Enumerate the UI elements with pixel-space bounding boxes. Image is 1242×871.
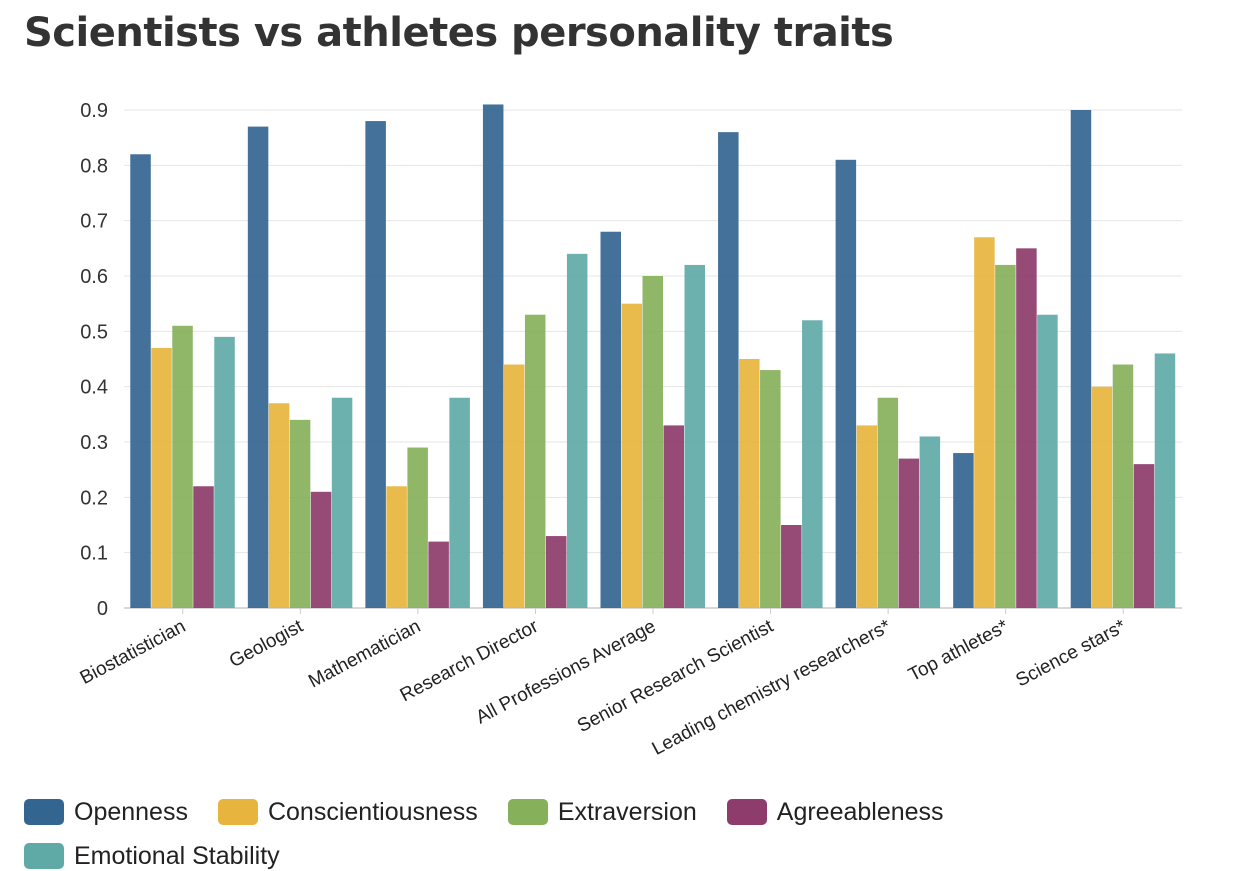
bar-agreeableness: [193, 486, 214, 608]
bar-agreeableness: [898, 458, 920, 608]
bar-agreeableness: [428, 541, 449, 608]
x-tick-label: Leading chemistry researchers*: [649, 616, 895, 760]
y-tick-label: 0.9: [80, 100, 108, 122]
bar-emotional-stability: [214, 336, 235, 608]
bar-openness: [718, 132, 739, 608]
y-tick-label: 0: [97, 598, 108, 620]
x-axis: Biostatistician GeologistMathematicianRes…: [77, 608, 1130, 760]
bar-extraversion: [760, 370, 781, 608]
y-tick-label: 0.3: [80, 432, 108, 454]
legend-label: Agreeableness: [776, 797, 944, 826]
legend-swatch: [24, 799, 64, 825]
legend-swatch: [217, 799, 258, 825]
bar-extraversion: [1112, 364, 1134, 608]
y-tick-label: 0.2: [80, 487, 108, 509]
legend-item[interactable]: Emotional Stability: [24, 842, 280, 870]
bar-emotional-stability: [919, 436, 941, 608]
bar-agreeableness: [781, 525, 802, 608]
y-axis: 0 0.1 0.2 0.3 0.4 0.5 0.6 0.7 0.8 0.9: [80, 100, 108, 620]
bar-emotional-stability: [1037, 314, 1058, 608]
bar-agreeableness: [1133, 464, 1155, 608]
bar-openness: [1070, 110, 1092, 608]
bar-extraversion: [524, 314, 546, 608]
bar-conscientiousness: [151, 347, 172, 608]
bar-emotional-stability: [802, 320, 823, 608]
x-tick-label: Geologist: [226, 616, 307, 673]
bar-conscientiousness: [739, 359, 760, 608]
x-tick-label: Science stars*: [1012, 616, 1130, 692]
legend-item[interactable]: Conscientiousness: [217, 797, 478, 826]
bar-conscientiousness: [1091, 386, 1113, 608]
bar-extraversion: [642, 276, 663, 608]
bar-emotional-stability: [684, 264, 705, 608]
bar-extraversion: [289, 419, 311, 608]
legend-swatch: [24, 843, 64, 869]
bar-conscientiousness: [503, 364, 525, 608]
bar-openness: [247, 126, 269, 608]
bar-emotional-stability: [566, 253, 588, 608]
legend-label: Extraversion: [557, 797, 697, 826]
bar-emotional-stability: [449, 397, 470, 608]
x-tick-label: Mathematician: [305, 616, 424, 693]
bar-extraversion: [172, 325, 193, 608]
bar-openness: [835, 159, 857, 609]
bar-conscientiousness: [386, 486, 407, 608]
bar-agreeableness: [1016, 248, 1037, 609]
x-tick-label: Senior Research Scientist: [574, 616, 778, 738]
y-tick-label: 0.6: [80, 266, 108, 288]
legend-label: Openness: [74, 797, 188, 826]
legend-item[interactable]: Extraversion: [507, 797, 697, 826]
y-tick-label: 0.5: [80, 321, 108, 343]
bar-openness: [953, 453, 974, 608]
bars: [130, 104, 1176, 609]
bar-openness: [600, 231, 621, 608]
legend-swatch: [726, 799, 767, 825]
x-tick-label: Top athletes*: [905, 616, 1012, 686]
bar-agreeableness: [545, 536, 567, 608]
bar-agreeableness: [663, 425, 684, 608]
bar-conscientiousness: [856, 425, 878, 608]
legend-item[interactable]: Openness: [24, 798, 188, 826]
bar-emotional-stability: [331, 397, 353, 608]
y-tick-label: 0.4: [80, 377, 108, 399]
y-tick-label: 0.8: [80, 155, 108, 177]
bar-conscientiousness: [268, 403, 290, 608]
x-tick-label: Biostatistician: [77, 616, 189, 689]
bar-conscientiousness: [974, 237, 995, 608]
y-tick-label: 0.7: [80, 211, 108, 233]
bar-agreeableness: [310, 491, 332, 608]
legend-label: Emotional Stability: [74, 841, 280, 870]
bar-emotional-stability: [1154, 353, 1176, 608]
bar-openness: [365, 121, 386, 609]
bar-openness: [482, 104, 504, 608]
y-tick-label: 0.1: [80, 543, 108, 565]
bar-extraversion: [995, 264, 1016, 608]
bar-extraversion: [877, 397, 899, 608]
legend-item[interactable]: Agreeableness: [726, 797, 944, 826]
legend: Openness Conscientiousness Extraversion Agr…: [24, 798, 1124, 870]
legend-label: Conscientiousness: [267, 797, 478, 826]
chart-title: Scientists vs athletes personality trait…: [24, 10, 894, 56]
bar-conscientiousness: [621, 303, 642, 608]
bar-extraversion: [407, 447, 428, 608]
legend-swatch: [507, 799, 548, 825]
bar-openness: [130, 154, 151, 608]
